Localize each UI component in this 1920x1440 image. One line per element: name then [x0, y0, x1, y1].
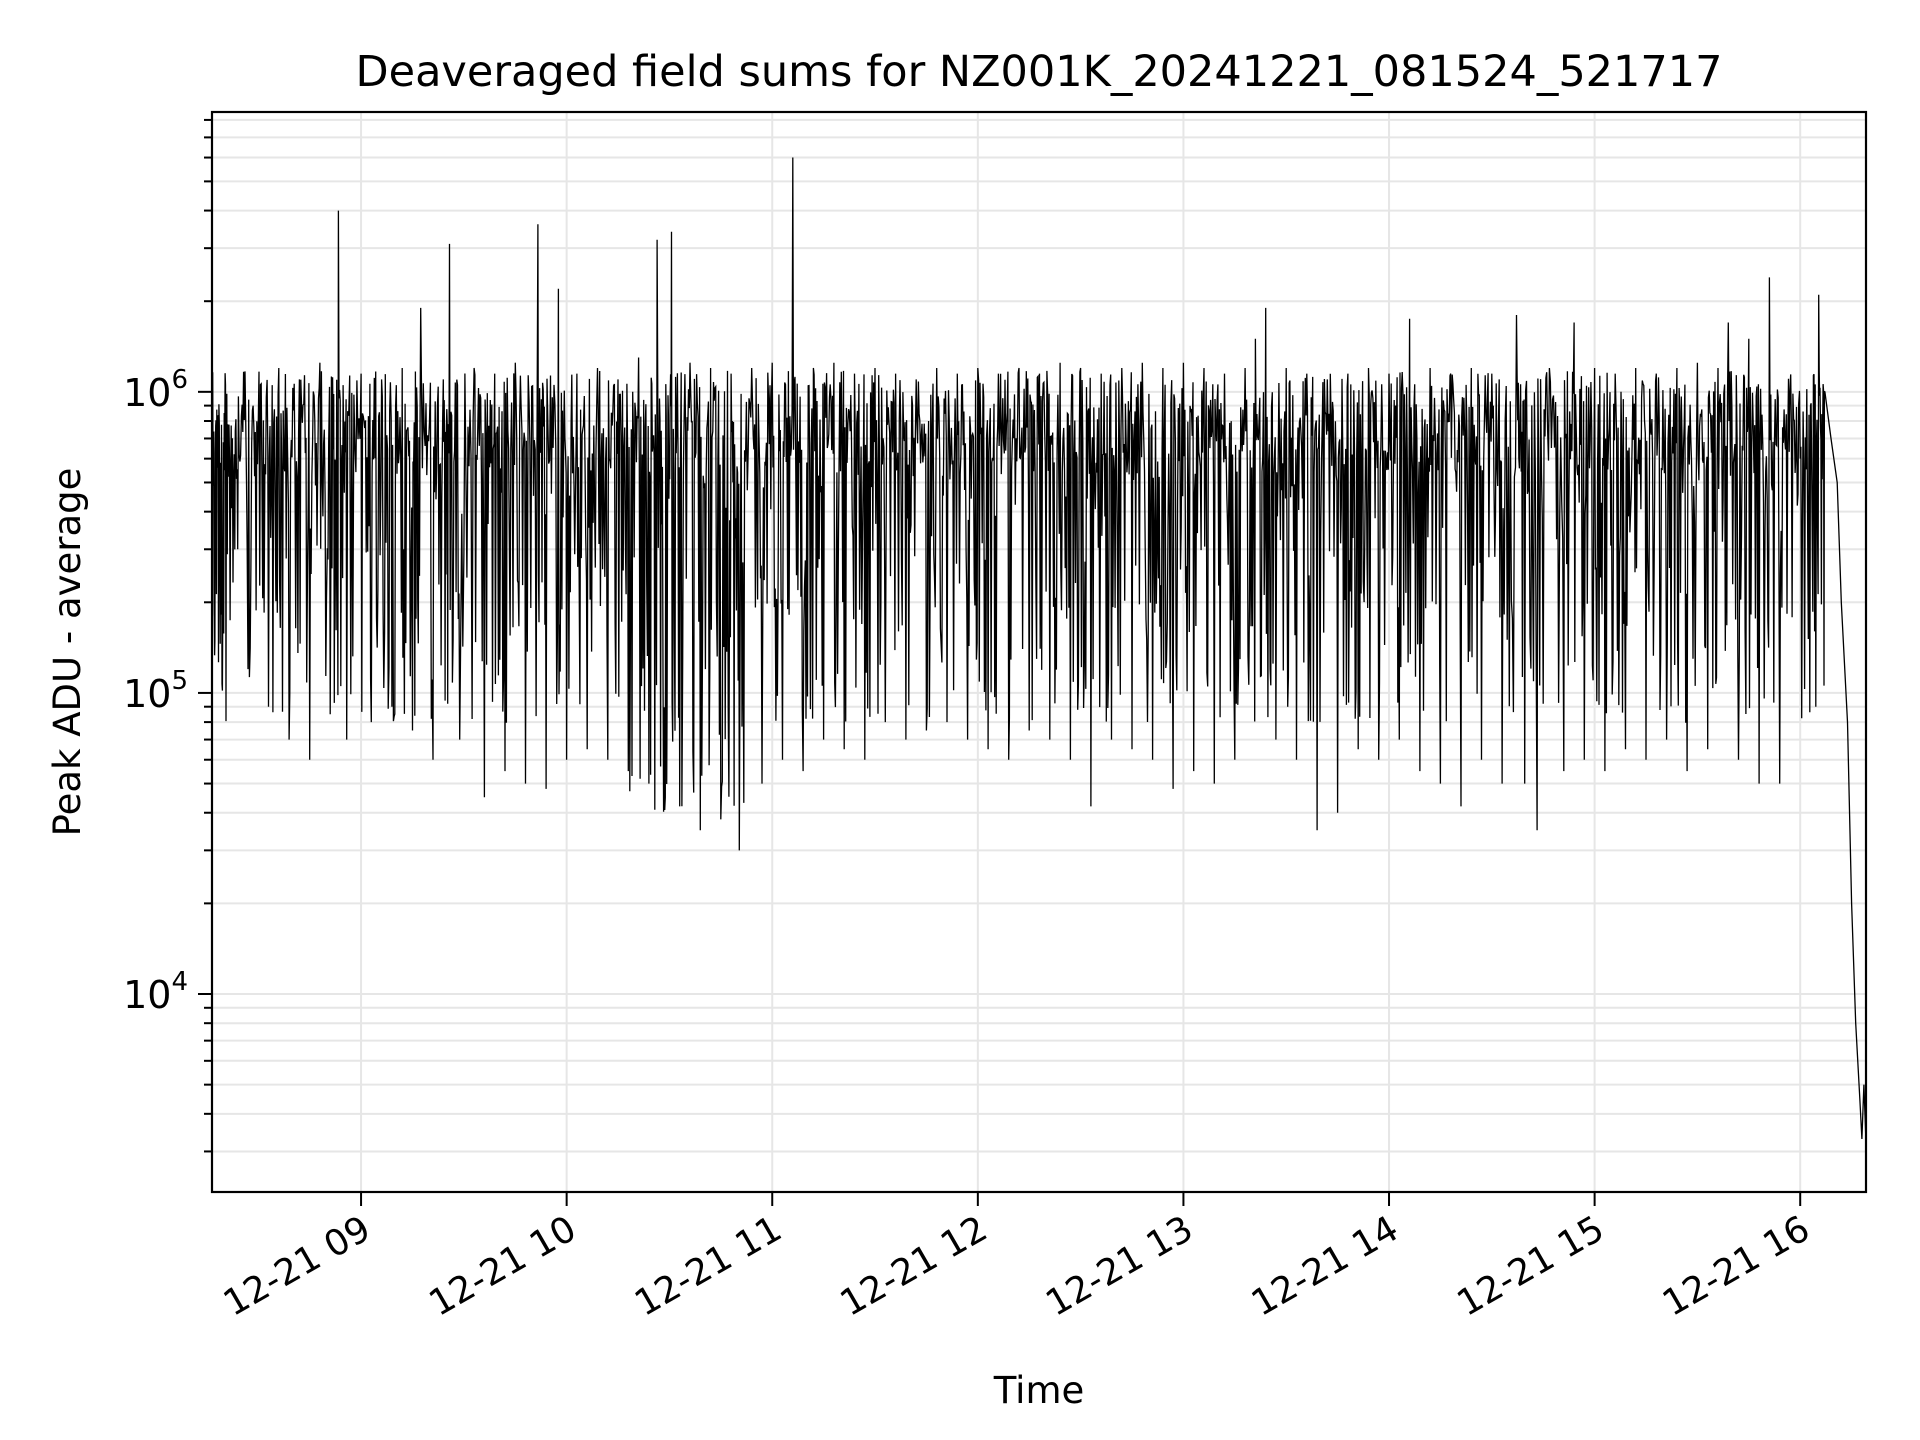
- y-tick-label: 105: [123, 666, 188, 716]
- x-tick-label: 12-21 11: [628, 1208, 789, 1324]
- x-tick-label: 12-21 14: [1245, 1208, 1406, 1324]
- series-line: [211, 157, 1867, 1144]
- y-axis-label: Peak ADU - average: [46, 468, 89, 837]
- chart-title: Deaveraged field sums for NZ001K_2024122…: [356, 47, 1723, 97]
- x-tick-label: 12-21 12: [834, 1208, 995, 1324]
- x-tick-label: 12-21 10: [422, 1208, 583, 1324]
- x-tick-label: 12-21 16: [1656, 1208, 1817, 1324]
- series-layer: [211, 157, 1867, 1144]
- y-tick-label: 104: [123, 967, 188, 1017]
- plot-frame: [210, 110, 1868, 1194]
- x-tick-label: 12-21 15: [1450, 1208, 1611, 1324]
- x-axis-label: Time: [993, 1369, 1085, 1412]
- x-tick-label: 12-21 13: [1039, 1208, 1200, 1324]
- y-tick-label: 106: [123, 365, 188, 415]
- x-tick-label: 12-21 09: [217, 1208, 378, 1324]
